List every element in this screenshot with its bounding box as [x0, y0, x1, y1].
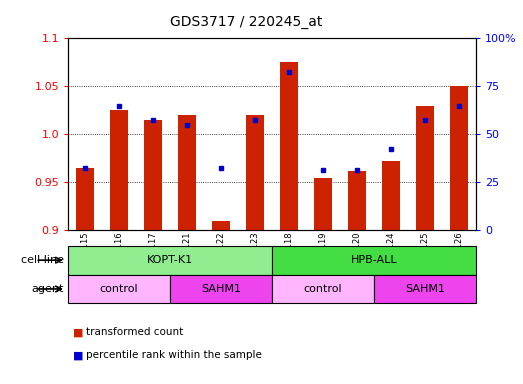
Bar [272, 246, 476, 275]
Text: control: control [100, 284, 138, 294]
Bar [170, 275, 272, 303]
Bar [450, 86, 468, 230]
Text: GDS3717 / 220245_at: GDS3717 / 220245_at [169, 15, 322, 29]
Bar [212, 221, 230, 230]
Bar [382, 161, 400, 230]
Bar [68, 275, 170, 303]
Bar [314, 178, 332, 230]
Bar [416, 106, 434, 230]
Bar [280, 63, 298, 230]
Text: ■: ■ [73, 350, 84, 360]
Text: transformed count: transformed count [86, 327, 184, 337]
Bar [374, 275, 476, 303]
Text: HPB-ALL: HPB-ALL [350, 255, 397, 265]
Bar [246, 115, 264, 230]
Text: control: control [304, 284, 342, 294]
Text: KOPT-K1: KOPT-K1 [147, 255, 193, 265]
Text: agent: agent [31, 284, 64, 294]
Bar [272, 275, 374, 303]
Bar [144, 120, 162, 230]
Bar [110, 111, 128, 230]
Bar [68, 246, 272, 275]
Bar [178, 115, 196, 230]
Bar [348, 171, 366, 230]
Text: SAHM1: SAHM1 [201, 284, 241, 294]
Text: percentile rank within the sample: percentile rank within the sample [86, 350, 262, 360]
Text: SAHM1: SAHM1 [405, 284, 445, 294]
Text: cell line: cell line [21, 255, 64, 265]
Text: ■: ■ [73, 327, 84, 337]
Bar [76, 168, 94, 230]
